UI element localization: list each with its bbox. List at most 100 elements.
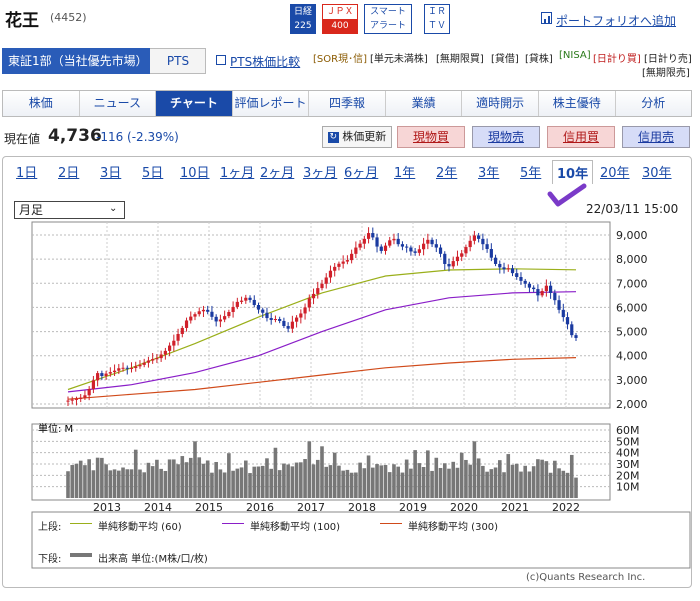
tag-daytrade-buy: [日計り買] bbox=[593, 54, 641, 65]
legend-ma300-line bbox=[380, 523, 402, 524]
volume-bar bbox=[188, 457, 193, 498]
tag-daytrade-sell: [日計り売] bbox=[644, 54, 692, 65]
volume-bar bbox=[523, 465, 527, 498]
x-tick-label: 2019 bbox=[399, 501, 427, 514]
add-portfolio-link[interactable]: ポートフォリオへ追加 bbox=[556, 14, 677, 28]
candle-body bbox=[244, 297, 248, 301]
interval-select[interactable]: 月足 bbox=[14, 201, 125, 219]
tab-shareholder-benefits[interactable]: 株主優待 bbox=[539, 91, 616, 116]
volume-bar bbox=[400, 472, 405, 498]
tab-news[interactable]: ニュース bbox=[80, 91, 157, 116]
market-tse-tab[interactable]: 東証1部（当社優先市場） bbox=[2, 48, 150, 74]
volume-bar bbox=[514, 463, 519, 498]
volume-bar bbox=[83, 465, 87, 498]
candle-body bbox=[307, 298, 311, 308]
period-2m[interactable]: 2ヶ月 bbox=[260, 166, 295, 181]
volume-tick-label: 60M bbox=[616, 424, 640, 437]
tab-shikiho[interactable]: 四季報 bbox=[309, 91, 386, 116]
badge-top: スマート bbox=[370, 7, 406, 17]
period-3m[interactable]: 3ヶ月 bbox=[303, 166, 338, 181]
volume-bar bbox=[273, 447, 278, 498]
period-3y[interactable]: 3年 bbox=[478, 166, 500, 181]
refresh-price-button[interactable]: ↻ 株価更新 bbox=[322, 126, 392, 148]
volume-bar bbox=[345, 469, 350, 498]
tab-rating-report[interactable]: 評価レポート bbox=[233, 91, 310, 116]
volume-bar bbox=[468, 464, 472, 498]
tag-nisa: [NISA] bbox=[559, 50, 591, 61]
volume-unit-label: 単位: M bbox=[38, 422, 73, 435]
jpx400-badge[interactable]: ＪＰＸ 400 bbox=[322, 4, 358, 34]
tab-chart[interactable]: チャート bbox=[156, 91, 233, 116]
cash-sell-button[interactable]: 現物売 bbox=[472, 126, 540, 148]
volume-bar bbox=[531, 466, 536, 498]
tab-earnings[interactable]: 業績 bbox=[386, 91, 463, 116]
margin-sell-button[interactable]: 信用売 bbox=[622, 126, 690, 148]
period-2d[interactable]: 2日 bbox=[58, 166, 80, 181]
volume-bar bbox=[294, 462, 299, 498]
candle-body bbox=[108, 372, 112, 374]
candle-body bbox=[210, 311, 214, 317]
market-pts-tab[interactable]: PTS bbox=[166, 54, 190, 68]
tab-disclosure[interactable]: 適時開示 bbox=[462, 91, 539, 116]
period-3d[interactable]: 3日 bbox=[100, 166, 122, 181]
copyright: (c)Quants Research Inc. bbox=[526, 572, 646, 583]
tab-price[interactable]: 株価 bbox=[3, 91, 80, 116]
legend-ma60: 単純移動平均 (60) bbox=[98, 522, 182, 533]
candle-body bbox=[358, 243, 362, 248]
candle-body bbox=[422, 243, 426, 250]
period-5d[interactable]: 5日 bbox=[142, 166, 164, 181]
period-30y[interactable]: 30年 bbox=[642, 166, 672, 181]
candle-body bbox=[239, 300, 244, 302]
period-1d[interactable]: 1日 bbox=[16, 166, 38, 181]
volume-bar bbox=[396, 466, 400, 498]
candle-body bbox=[121, 367, 125, 369]
period-10d[interactable]: 10日 bbox=[180, 166, 210, 181]
candle-body bbox=[176, 333, 180, 341]
candle-body bbox=[184, 320, 189, 328]
candle-body bbox=[193, 314, 197, 317]
candle-body bbox=[438, 247, 443, 254]
candle-body bbox=[100, 373, 104, 376]
volume-bar bbox=[112, 469, 117, 498]
candle-body bbox=[189, 316, 193, 321]
candle-body bbox=[66, 400, 70, 402]
period-2y[interactable]: 2年 bbox=[436, 166, 458, 181]
volume-bar bbox=[260, 465, 265, 498]
volume-bar bbox=[320, 446, 324, 498]
volume-bar bbox=[434, 457, 439, 498]
ir-tv-button[interactable]: ＩＲ ＴＶ bbox=[424, 4, 450, 34]
candle-body bbox=[345, 260, 349, 262]
candle-body bbox=[375, 237, 379, 247]
volume-bar bbox=[485, 471, 489, 498]
smart-alert-button[interactable]: スマート アラート bbox=[364, 4, 412, 34]
period-6m[interactable]: 6ヶ月 bbox=[344, 166, 379, 181]
nikkei225-badge[interactable]: 日経 225 bbox=[290, 4, 316, 34]
pts-compare-link[interactable]: PTS株価比較 bbox=[230, 55, 301, 69]
x-tick-label: 2015 bbox=[195, 501, 223, 514]
period-1y[interactable]: 1年 bbox=[394, 166, 416, 181]
period-10y[interactable]: 10年 bbox=[552, 160, 594, 184]
tab-analysis[interactable]: 分析 bbox=[641, 96, 666, 110]
volume-bar bbox=[362, 468, 367, 498]
cash-buy-button[interactable]: 現物買 bbox=[397, 126, 465, 148]
period-1m[interactable]: 1ヶ月 bbox=[220, 166, 255, 181]
volume-bar bbox=[540, 459, 544, 498]
volume-bar bbox=[413, 450, 417, 498]
badge-bottom: アラート bbox=[369, 21, 406, 31]
x-tick-label: 2020 bbox=[450, 501, 478, 514]
volume-bar bbox=[214, 461, 218, 498]
volume-bar bbox=[235, 468, 240, 498]
candle-body bbox=[523, 280, 527, 284]
candle-body bbox=[371, 233, 375, 238]
period-20y[interactable]: 20年 bbox=[600, 166, 630, 181]
volume-bar bbox=[472, 441, 477, 498]
candle-body bbox=[227, 312, 231, 317]
candle-body bbox=[383, 245, 388, 251]
margin-buy-button[interactable]: 信用買 bbox=[547, 126, 615, 148]
volume-bar bbox=[91, 470, 96, 498]
volume-bar bbox=[493, 467, 498, 498]
period-5y[interactable]: 5年 bbox=[520, 166, 542, 181]
candle-body bbox=[455, 256, 460, 262]
volume-bar bbox=[489, 469, 494, 498]
volume-bar bbox=[341, 470, 345, 498]
